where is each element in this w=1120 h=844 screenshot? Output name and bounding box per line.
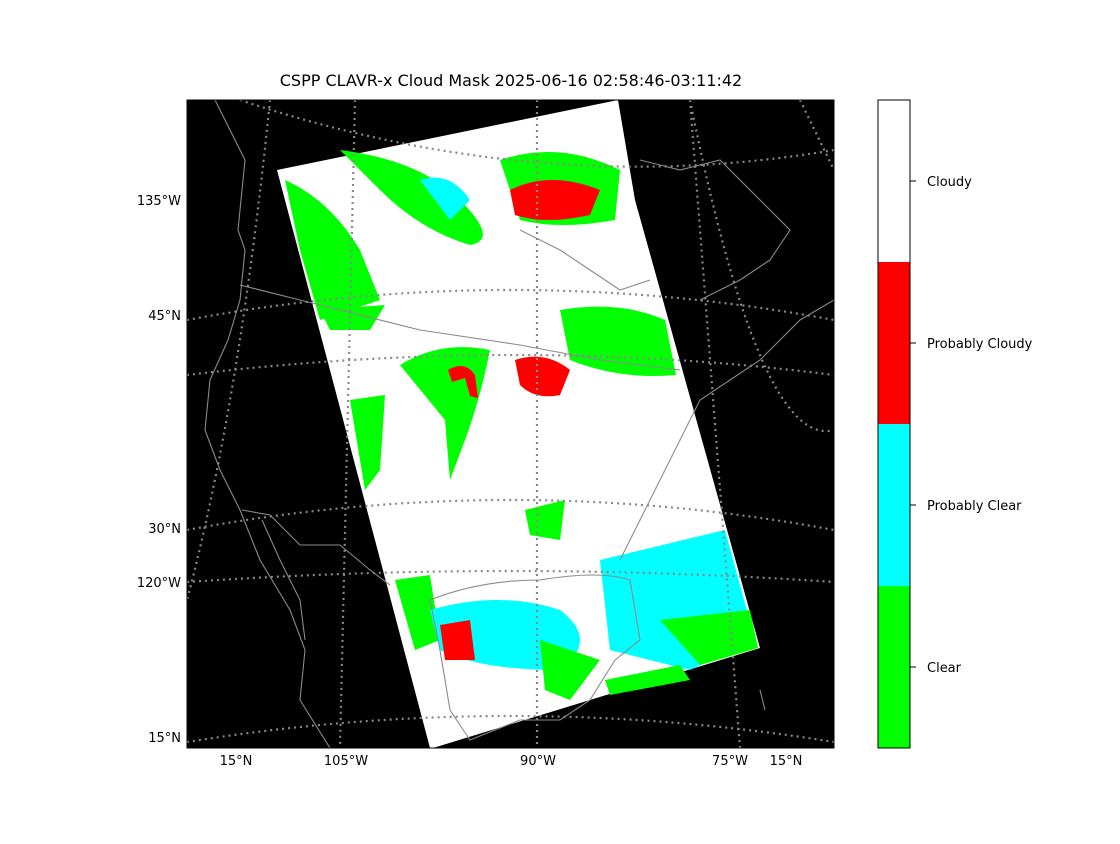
coastlines bbox=[204, 100, 834, 748]
lat-lon-label: 45°N bbox=[148, 309, 181, 324]
lat-lon-label: 15°N bbox=[148, 731, 181, 746]
lat-lon-label: 15°N bbox=[770, 754, 803, 769]
graticule bbox=[187, 100, 834, 748]
colorbar-label: Clear bbox=[927, 661, 962, 676]
colorbar-label: Cloudy bbox=[927, 175, 972, 190]
map-frame bbox=[186, 99, 835, 749]
map bbox=[187, 100, 834, 748]
colorbar-frame bbox=[877, 99, 911, 749]
lat-lon-label: 105°W bbox=[324, 754, 368, 769]
title: CSPP CLAVR-x Cloud Mask 2025-06-16 02:58… bbox=[280, 71, 742, 90]
lat-lon-label: 135°W bbox=[137, 194, 181, 209]
lat-lon-label: 120°W bbox=[137, 576, 181, 591]
lat-lon-label: 15°N bbox=[220, 754, 253, 769]
colorbar-segment bbox=[878, 586, 910, 748]
colorbar-segment bbox=[878, 100, 910, 262]
lat-lon-label: 90°W bbox=[520, 754, 556, 769]
lat-lon-label: 30°N bbox=[148, 522, 181, 537]
cloud-mask bbox=[285, 150, 758, 700]
lat-lon-label: 75°W bbox=[712, 754, 748, 769]
colorbar-segment bbox=[878, 262, 910, 424]
colorbar-segment bbox=[878, 424, 910, 586]
colorbar-label: Probably Cloudy bbox=[927, 337, 1033, 352]
colorbar-label: Probably Clear bbox=[927, 499, 1022, 514]
